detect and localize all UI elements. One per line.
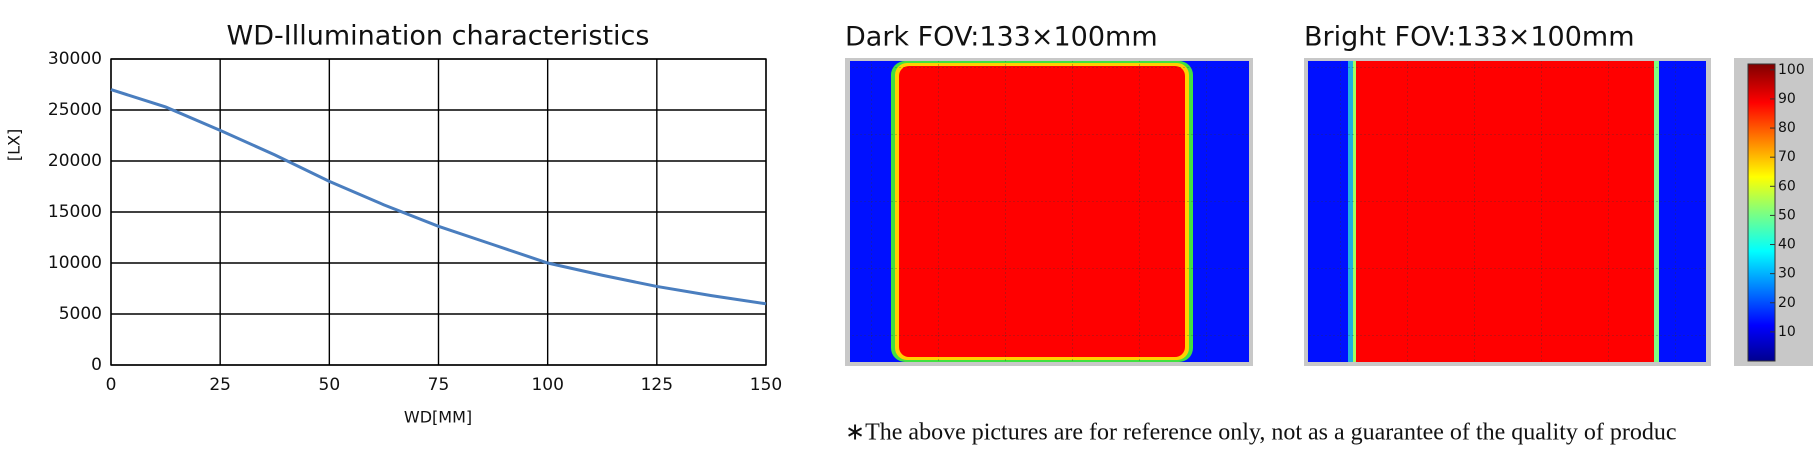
y-tick-label: 15000	[48, 202, 102, 222]
colorbar-tick-label: 30	[1778, 266, 1796, 282]
colorbar-tick-label: 90	[1778, 91, 1796, 107]
colorbar-tick-label: 10	[1778, 324, 1796, 340]
x-tick-label: 150	[750, 375, 782, 395]
line-series	[110, 88, 767, 306]
x-axis-label: WD[MM]	[404, 408, 472, 427]
colorbar-tick-label: 70	[1778, 149, 1796, 165]
chart-title: WD-Illumination characteristics	[227, 21, 650, 52]
x-tick-label: 75	[428, 375, 450, 395]
heatmap-bright	[1304, 58, 1711, 366]
heatmap-dark	[845, 58, 1253, 366]
y-tick-label: 25000	[48, 100, 102, 120]
x-tick-label: 125	[641, 375, 673, 395]
x-tick-label: 25	[209, 375, 231, 395]
y-axis-label: [LX]	[5, 129, 24, 161]
colorbar-ticks: 10 20 30 40 50 60 70 80 90 100	[1770, 62, 1805, 340]
y-tick-label: 20000	[48, 151, 102, 171]
colorbar-tick-label: 80	[1778, 120, 1796, 136]
y-tick-label: 10000	[48, 253, 102, 273]
x-tick-label: 0	[106, 375, 117, 395]
colorbar-tick-label: 60	[1778, 178, 1796, 194]
image-title: Bright FOV:133×100mm	[1304, 22, 1635, 53]
colorbar-tick-label: 40	[1778, 237, 1796, 253]
y-tick-label: 5000	[59, 304, 102, 324]
footnote: ∗The above pictures are for reference on…	[845, 420, 1677, 446]
image-title: Dark FOV:133×100mm	[845, 22, 1158, 53]
y-tick-label: 30000	[48, 49, 102, 69]
plot-frame	[110, 58, 767, 366]
y-tick-label: 0	[91, 355, 102, 375]
x-tick-label: 100	[531, 375, 563, 395]
colorbar-tick-label: 100	[1778, 62, 1805, 78]
plot: 0 5000 10000 15000 20000 25000 30000 0 25 50 75 100…	[48, 49, 782, 395]
colorbar	[1747, 63, 1776, 362]
colorbar-tick-label: 50	[1778, 207, 1796, 223]
colorbar-tick-label: 20	[1778, 295, 1796, 311]
x-tick-label: 50	[319, 375, 341, 395]
